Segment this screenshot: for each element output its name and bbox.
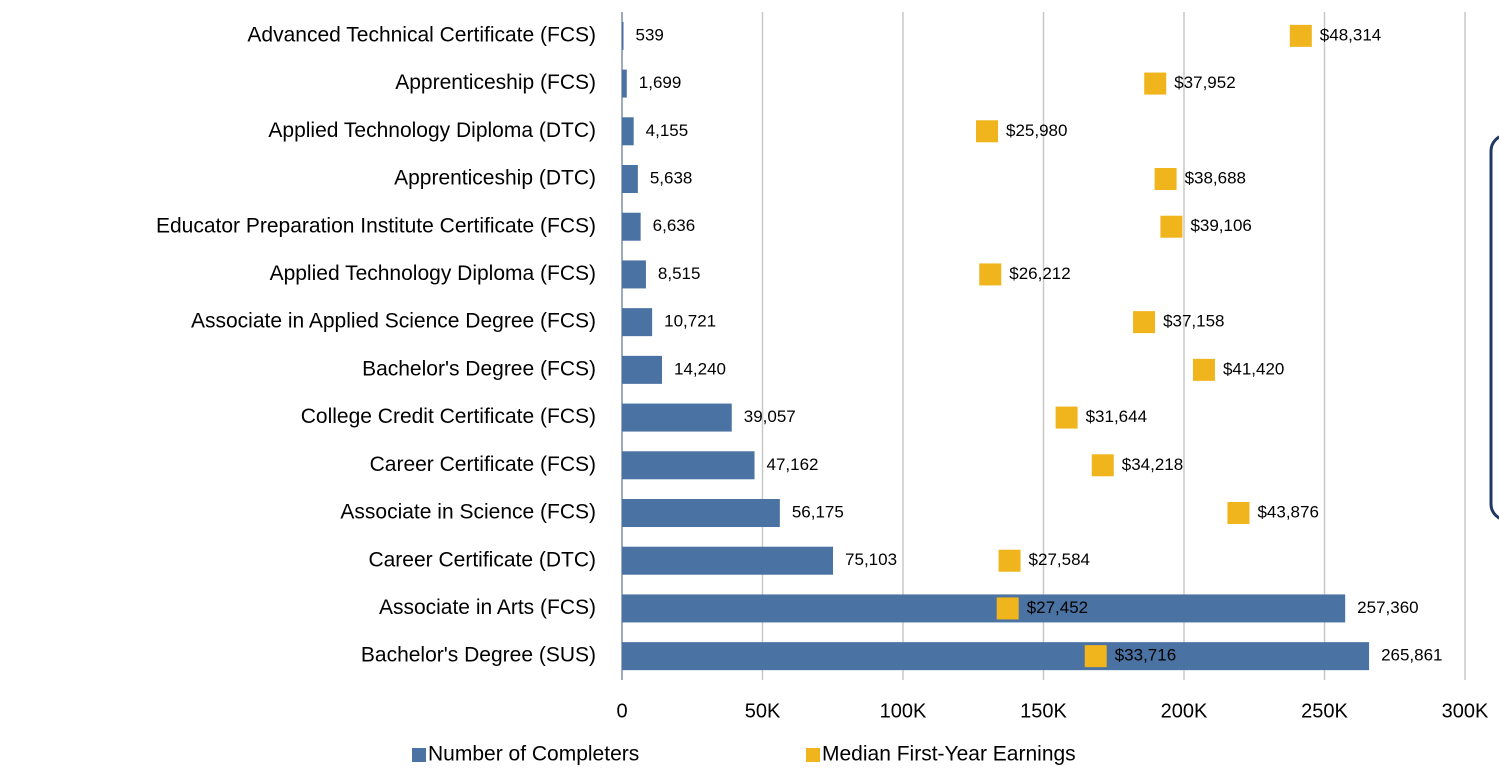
legend-swatch: [412, 748, 426, 762]
bar-value-label: 265,861: [1381, 646, 1442, 665]
x-tick-label: 200K: [1161, 700, 1208, 722]
marker: [1227, 502, 1250, 524]
x-tick-label: 250K: [1301, 700, 1348, 722]
bar: [622, 260, 646, 289]
marker-value-label: $39,106: [1190, 216, 1251, 235]
bar: [622, 21, 624, 50]
marker: [998, 549, 1021, 572]
bar: [622, 642, 1370, 671]
y-tick-label: Applied Technology Diploma (FCS): [270, 262, 596, 285]
legend-swatch: [806, 748, 820, 762]
bar: [622, 165, 638, 193]
y-tick-label: Bachelor's Degree (FCS): [362, 357, 596, 380]
marker: [1144, 72, 1167, 95]
marker-value-label: $48,314: [1320, 25, 1381, 44]
y-tick-label: Educator Preparation Institute Certifica…: [156, 214, 596, 237]
bar-value-label: 8,515: [658, 264, 701, 283]
bar: [622, 403, 732, 432]
marker: [1289, 24, 1312, 47]
bar: [622, 117, 634, 146]
marker: [996, 597, 1019, 620]
y-tick-label: Bachelor's Degree (SUS): [361, 644, 596, 667]
marker-value-label: $25,980: [1006, 121, 1067, 140]
marker: [1192, 358, 1215, 381]
x-tick-label: 50K: [745, 700, 781, 722]
x-tick-label: 300K: [1442, 700, 1489, 722]
marker-value-label: $27,452: [1027, 598, 1088, 617]
marker-value-label: $37,952: [1174, 73, 1235, 92]
marker: [1154, 168, 1177, 190]
x-tick-label: 150K: [1020, 700, 1067, 722]
y-tick-label: Advanced Technical Certificate (FCS): [247, 23, 596, 46]
marker-value-label: $31,644: [1086, 407, 1147, 426]
y-tick-label: Apprenticeship (FCS): [395, 71, 596, 94]
side-panel: [1489, 135, 1499, 520]
marker: [976, 120, 999, 143]
marker: [1160, 215, 1183, 238]
marker: [1084, 645, 1107, 668]
bar-value-label: 6,636: [653, 216, 696, 235]
marker-value-label: $33,716: [1115, 646, 1176, 665]
bar: [622, 546, 834, 575]
y-tick-label: Associate in Arts (FCS): [379, 596, 596, 619]
marker-value-label: $26,212: [1009, 264, 1070, 283]
x-tick-label: 0: [616, 700, 627, 722]
y-tick-label: Applied Technology Diploma (DTC): [268, 119, 596, 142]
y-tick-label: Career Certificate (FCS): [370, 453, 596, 476]
bar-value-label: 10,721: [664, 312, 716, 331]
bar-value-label: 1,699: [639, 73, 682, 92]
marker-value-label: $41,420: [1223, 359, 1284, 378]
x-tick-label: 100K: [880, 700, 927, 722]
bar-value-label: 39,057: [744, 407, 796, 426]
y-tick-label: Associate in Applied Science Degree (FCS…: [191, 310, 596, 333]
marker: [1055, 406, 1078, 429]
marker: [979, 263, 1002, 286]
y-tick-label: Apprenticeship (DTC): [394, 167, 596, 190]
bar: [622, 308, 653, 337]
legend-label: Number of Completers: [428, 743, 639, 766]
y-tick-label: Associate in Science (FCS): [340, 501, 596, 524]
marker: [1133, 311, 1156, 334]
bar-value-label: 56,175: [792, 502, 844, 521]
bar: [622, 594, 1346, 623]
bar-value-label: 5,638: [650, 168, 693, 187]
bar: [622, 499, 780, 527]
marker-value-label: $34,218: [1122, 455, 1183, 474]
bar-value-label: 4,155: [646, 121, 689, 140]
y-tick-label: Career Certificate (DTC): [368, 548, 596, 571]
bar-value-label: 75,103: [845, 550, 897, 569]
legend-label: Median First-Year Earnings: [822, 743, 1076, 766]
bar: [622, 355, 663, 384]
bar-value-label: 14,240: [674, 359, 726, 378]
bar: [622, 212, 641, 241]
bar: [622, 69, 627, 98]
bar-value-label: 539: [636, 25, 664, 44]
marker: [1091, 454, 1114, 477]
bar-value-label: 257,360: [1357, 598, 1418, 617]
marker-value-label: $37,158: [1163, 312, 1224, 331]
y-tick-label: College Credit Certificate (FCS): [301, 405, 596, 428]
marker-value-label: $43,876: [1257, 502, 1318, 521]
bar-value-label: 47,162: [767, 455, 819, 474]
marker-value-label: $38,688: [1185, 168, 1246, 187]
marker-value-label: $27,584: [1029, 550, 1090, 569]
bar: [622, 451, 755, 480]
